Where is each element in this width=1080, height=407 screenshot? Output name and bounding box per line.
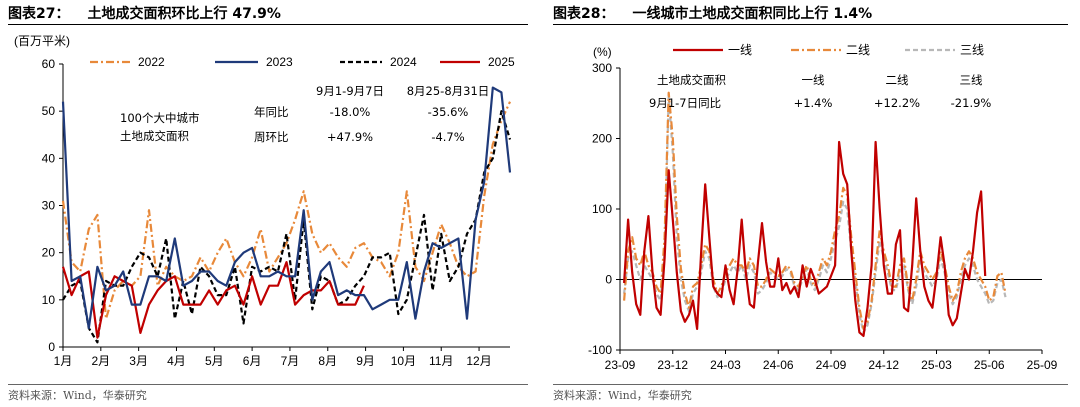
left-series-2022-line bbox=[61, 101, 512, 320]
left-y-tick-label: 0 bbox=[48, 340, 55, 354]
left-y-axis-unit: (百万平米) bbox=[14, 34, 70, 48]
left-legend-2023-label: 2023 bbox=[266, 55, 293, 69]
left-y-tick-label: 10 bbox=[42, 293, 56, 307]
right-chart-panel: 图表28： 一线城市土地成交面积同比上行 1.4% (%) -100 0 100 200 3… bbox=[545, 0, 1080, 407]
right-series-二线-line bbox=[623, 91, 1007, 330]
right-x-tick-label: 23-12 bbox=[657, 358, 688, 372]
right-legend-一线-label: 一线 bbox=[728, 43, 752, 57]
left-x-tick-label: 10月 bbox=[391, 354, 416, 368]
left-x-tick-label: 1月 bbox=[54, 354, 73, 368]
right-y-tick-label: 100 bbox=[592, 202, 612, 216]
left-series-2025-line bbox=[61, 261, 365, 339]
left-title-rule bbox=[8, 24, 528, 25]
right-y-tick-label: 300 bbox=[592, 61, 612, 75]
left-annotation-row1-label: 年同比 bbox=[254, 105, 289, 119]
left-x-tick-label: 2月 bbox=[91, 354, 110, 368]
left-annotation-row1-value2: -35.6% bbox=[428, 105, 469, 119]
right-legend-三线-label: 三线 bbox=[960, 43, 984, 57]
left-legend-2022-label: 2022 bbox=[138, 55, 165, 69]
left-annotation-row2-value1: +47.9% bbox=[327, 130, 373, 144]
left-chart-title: 图表27： 土地成交面积环比上行 47.9% bbox=[8, 6, 281, 22]
left-annotation-col1-header: 9月1-9月7日 bbox=[316, 84, 384, 98]
left-annotation-line1: 100个大中城市 bbox=[120, 111, 199, 125]
left-chart-panel: 图表27： 土地成交面积环比上行 47.9% (百万平米) 0 10 20 30 40 50 6… bbox=[8, 6, 528, 402]
right-annotation-header3: 三线 bbox=[960, 73, 983, 87]
right-y-axis-unit: (%) bbox=[593, 45, 612, 59]
right-annotation-header-label: 土地成交面积 bbox=[657, 73, 726, 87]
left-series-2023-line bbox=[61, 86, 512, 330]
right-y-tick-label: 200 bbox=[592, 132, 612, 146]
left-y-tick-label: 20 bbox=[42, 246, 56, 260]
right-annotation-value1: +1.4% bbox=[794, 96, 833, 110]
right-title-rule bbox=[553, 24, 1068, 25]
right-line-chart: (%) -100 0 100 200 300 23-09 23-12 24-03 24-06 24-… bbox=[588, 43, 1058, 372]
right-x-tick-label: 25-03 bbox=[921, 358, 952, 372]
left-legend-2024-label: 2024 bbox=[390, 55, 417, 69]
right-x-tick-label: 25-06 bbox=[974, 358, 1005, 372]
left-annotation-col2-header: 8月25-8月31日 bbox=[407, 84, 490, 98]
right-x-tick-label: 24-09 bbox=[816, 358, 847, 372]
left-x-tick-label: 5月 bbox=[205, 354, 224, 368]
right-annotation-value3: -21.9% bbox=[951, 96, 992, 110]
left-x-tick-label: 9月 bbox=[356, 354, 375, 368]
left-legend-2025-label: 2025 bbox=[488, 55, 515, 69]
right-x-tick-label: 24-12 bbox=[868, 358, 899, 372]
left-annotation-row2-label: 周环比 bbox=[254, 130, 289, 144]
left-x-tick-label: 12月 bbox=[466, 354, 491, 368]
right-annotation-value2: +12.2% bbox=[874, 96, 920, 110]
left-x-tick-label: 6月 bbox=[243, 354, 262, 368]
right-y-tick-label: 0 bbox=[605, 273, 612, 287]
right-source-note: 资料来源：Wind，华泰研究 bbox=[553, 389, 692, 402]
right-source-rule bbox=[553, 384, 1068, 385]
right-x-tick-label: 23-09 bbox=[605, 358, 636, 372]
left-y-tick-label: 60 bbox=[42, 57, 56, 71]
left-annotation-row2-value2: -4.7% bbox=[431, 130, 464, 144]
left-source-rule bbox=[8, 384, 528, 385]
left-y-tick-label: 40 bbox=[42, 151, 56, 165]
left-x-tick-label: 11月 bbox=[429, 354, 453, 368]
right-x-tick-label: 25-09 bbox=[1027, 358, 1058, 372]
left-x-tick-label: 8月 bbox=[318, 354, 337, 368]
left-x-tick-label: 4月 bbox=[167, 354, 186, 368]
right-x-tick-label: 24-06 bbox=[763, 358, 794, 372]
left-y-tick-label: 30 bbox=[42, 199, 56, 213]
left-series-2024-line bbox=[62, 110, 512, 344]
left-annotation-line2: 土地成交面积 bbox=[120, 129, 189, 143]
right-y-tick-label: -100 bbox=[588, 343, 612, 357]
left-x-tick-label: 7月 bbox=[281, 354, 300, 368]
right-annotation-row-label: 9月1-7日同比 bbox=[649, 96, 721, 110]
right-legend-二线-label: 二线 bbox=[846, 43, 870, 57]
left-annotation-row1-value1: -18.0% bbox=[330, 105, 371, 119]
right-x-tick-label: 24-03 bbox=[710, 358, 741, 372]
left-source-note: 资料来源：Wind，华泰研究 bbox=[8, 389, 147, 402]
right-annotation-header1: 一线 bbox=[802, 73, 825, 87]
left-x-tick-label: 3月 bbox=[129, 354, 148, 368]
right-annotation-header2: 二线 bbox=[886, 73, 909, 87]
right-series-一线-line bbox=[623, 140, 987, 337]
right-series-三线-line bbox=[623, 95, 1007, 334]
right-chart-title: 图表28： 一线城市土地成交面积同比上行 1.4% bbox=[553, 6, 873, 22]
left-line-chart: (百万平米) 0 10 20 30 40 50 60 1月 2月 3月 4月 5月 6月 7月 8月 9月 10月… bbox=[14, 34, 515, 368]
left-y-tick-label: 50 bbox=[42, 104, 56, 118]
